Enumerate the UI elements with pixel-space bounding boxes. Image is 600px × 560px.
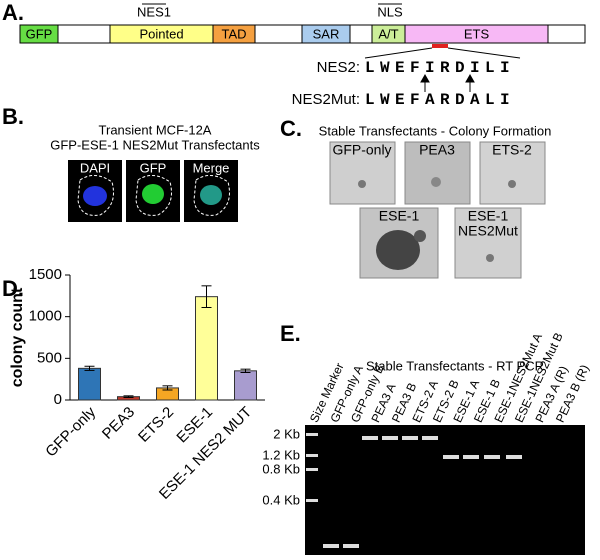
- bar: [195, 296, 218, 401]
- residue: I: [470, 59, 480, 77]
- image-label: NES2Mut: [458, 223, 518, 239]
- domain-label: ETS: [464, 26, 490, 41]
- site-label: NES1: [137, 4, 171, 19]
- bar: [78, 367, 101, 401]
- residue: I: [425, 59, 435, 77]
- residue: L: [485, 59, 495, 77]
- domain: [19, 24, 59, 44]
- residue: L: [365, 91, 375, 109]
- residue: I: [500, 59, 510, 77]
- zoom-line: [447, 47, 521, 59]
- size-label: 1.2 Kb: [262, 447, 300, 462]
- panel-label: D.: [2, 276, 24, 301]
- image-label: ETS-2: [492, 142, 532, 158]
- mutation-arrows: [420, 73, 475, 92]
- y-tick-label: 1500: [29, 266, 62, 283]
- channel-label: Merge: [193, 160, 230, 175]
- residue: I: [500, 91, 510, 109]
- y-tick-label: 1000: [29, 308, 62, 325]
- domain-label: Pointed: [139, 26, 183, 41]
- residue: L: [365, 59, 375, 77]
- panel-title: Transient MCF-12A: [99, 122, 212, 137]
- zoom-line: [364, 47, 433, 59]
- y-tick-label: 0: [54, 391, 62, 408]
- colony-images: [329, 141, 546, 279]
- panel-title: Stable Transfectants - Colony Formation: [319, 123, 552, 138]
- panel-label: C.: [280, 116, 302, 141]
- bar: [234, 370, 257, 401]
- domain-label: A/T: [378, 26, 398, 41]
- size-label: 0.8 Kb: [262, 461, 300, 476]
- domain-label: TAD: [221, 26, 246, 41]
- channel-label: DAPI: [80, 160, 110, 175]
- nes2-site: [432, 44, 448, 48]
- panel-title: Stable Transfectants - RT PCR: [366, 358, 544, 373]
- residue: A: [470, 91, 480, 109]
- residue: W: [380, 59, 390, 77]
- residue: R: [440, 59, 450, 77]
- residue: A: [425, 91, 435, 109]
- domain: [301, 24, 351, 44]
- channel-label: GFP: [140, 160, 167, 175]
- x-tick-label: PEA3: [99, 404, 138, 443]
- domain-label: GFP: [26, 26, 53, 41]
- panel-label: B.: [2, 104, 24, 129]
- sequence-name: NES2:: [317, 59, 360, 76]
- image-label: ESE-1: [468, 208, 509, 224]
- residue: W: [380, 91, 390, 109]
- image-label: PEA3: [419, 142, 455, 158]
- residue: D: [455, 91, 465, 109]
- size-label: 0.4 Kb: [262, 492, 300, 507]
- domain: [212, 24, 256, 44]
- residue: R: [440, 91, 450, 109]
- panel-title: GFP-ESE-1 NES2Mut Transfectants: [50, 137, 260, 152]
- residue: F: [410, 91, 420, 109]
- residue: F: [410, 59, 420, 77]
- x-tick-label: GFP-only: [42, 403, 99, 460]
- gel: [305, 425, 585, 555]
- panel-label: A.: [2, 0, 24, 25]
- panel-label: E.: [280, 321, 301, 346]
- domain-label: SAR: [313, 26, 340, 41]
- sequence-name: NES2Mut:: [292, 91, 360, 108]
- residue: E: [395, 59, 405, 77]
- image-label: ESE-1: [379, 208, 420, 224]
- image-label: GFP-only: [332, 142, 391, 158]
- y-axis-title: colony count: [9, 287, 26, 387]
- size-label: 2 Kb: [273, 426, 300, 441]
- residue: D: [455, 59, 465, 77]
- x-tick-label: ETS-2: [135, 404, 177, 446]
- site-label: NLS: [377, 4, 403, 19]
- residue: L: [485, 91, 495, 109]
- residue: E: [395, 91, 405, 109]
- micrographs: [68, 160, 238, 222]
- y-tick-label: 500: [37, 349, 62, 366]
- domain: [404, 24, 549, 44]
